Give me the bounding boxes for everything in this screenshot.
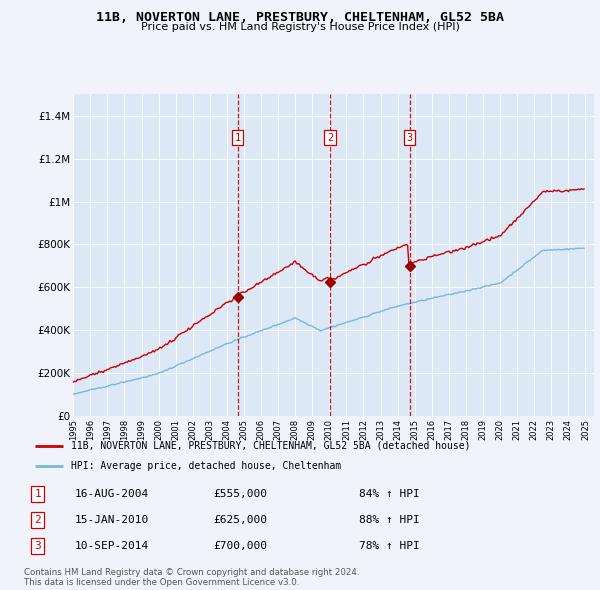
Text: £555,000: £555,000 xyxy=(214,489,268,499)
Text: 15-JAN-2010: 15-JAN-2010 xyxy=(74,515,148,525)
Text: 1: 1 xyxy=(35,489,41,499)
Text: 2: 2 xyxy=(327,133,333,143)
Text: 10-SEP-2014: 10-SEP-2014 xyxy=(74,541,148,551)
Text: 2: 2 xyxy=(35,515,41,525)
Text: 88% ↑ HPI: 88% ↑ HPI xyxy=(359,515,419,525)
Text: £700,000: £700,000 xyxy=(214,541,268,551)
Text: 1: 1 xyxy=(235,133,241,143)
Text: £625,000: £625,000 xyxy=(214,515,268,525)
Text: Contains HM Land Registry data © Crown copyright and database right 2024.: Contains HM Land Registry data © Crown c… xyxy=(24,568,359,576)
Text: HPI: Average price, detached house, Cheltenham: HPI: Average price, detached house, Chel… xyxy=(71,461,341,471)
Text: 78% ↑ HPI: 78% ↑ HPI xyxy=(359,541,419,551)
Text: 3: 3 xyxy=(35,541,41,551)
Text: 84% ↑ HPI: 84% ↑ HPI xyxy=(359,489,419,499)
Text: 3: 3 xyxy=(407,133,413,143)
Text: This data is licensed under the Open Government Licence v3.0.: This data is licensed under the Open Gov… xyxy=(24,578,299,587)
Text: 16-AUG-2004: 16-AUG-2004 xyxy=(74,489,148,499)
Text: Price paid vs. HM Land Registry's House Price Index (HPI): Price paid vs. HM Land Registry's House … xyxy=(140,22,460,32)
Text: 11B, NOVERTON LANE, PRESTBURY, CHELTENHAM, GL52 5BA (detached house): 11B, NOVERTON LANE, PRESTBURY, CHELTENHA… xyxy=(71,441,471,451)
Text: 11B, NOVERTON LANE, PRESTBURY, CHELTENHAM, GL52 5BA: 11B, NOVERTON LANE, PRESTBURY, CHELTENHA… xyxy=(96,11,504,24)
